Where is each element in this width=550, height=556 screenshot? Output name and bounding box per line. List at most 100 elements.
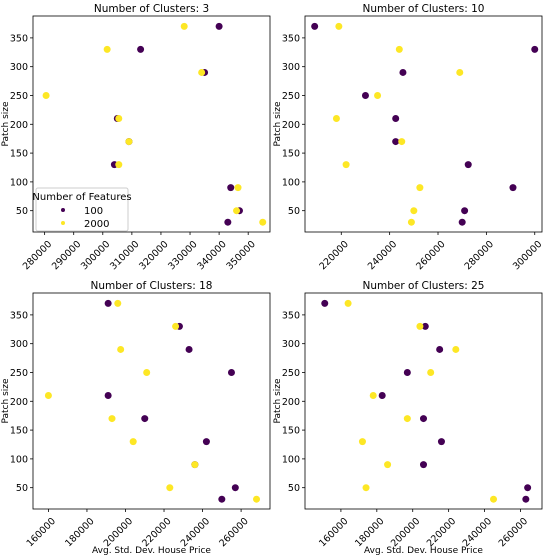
legend-label-2000: 2000: [84, 219, 109, 230]
point-features-100: [137, 45, 145, 53]
point-features-2000: [398, 138, 406, 146]
point-features-2000: [416, 322, 424, 330]
y-tick-label: 200: [10, 120, 28, 131]
y-tick-label: 50: [16, 483, 28, 494]
point-features-2000: [259, 218, 267, 226]
point-features-2000: [369, 392, 377, 400]
y-tick-label: 300: [282, 62, 300, 73]
chart-title: Number of Clusters: 25: [363, 280, 485, 292]
y-tick-label: 150: [10, 426, 28, 437]
point-features-100: [231, 484, 239, 492]
point-features-2000: [233, 207, 241, 215]
point-features-100: [202, 438, 210, 446]
point-features-2000: [374, 91, 382, 99]
point-features-100: [421, 322, 429, 330]
y-tick-label: 200: [282, 120, 300, 131]
point-features-2000: [114, 299, 122, 307]
point-features-2000: [129, 438, 137, 446]
point-features-100: [399, 68, 407, 76]
point-features-2000: [452, 345, 460, 353]
point-features-100: [218, 495, 226, 503]
point-features-2000: [108, 415, 116, 423]
point-features-100: [392, 138, 400, 146]
y-tick-label: 300: [10, 62, 28, 73]
chart-panel-2: Number of Clusters: 10 Patch size 50 100 150…: [273, 3, 544, 272]
chart-title: Number of Clusters: 3: [94, 3, 209, 15]
point-features-2000: [344, 299, 352, 307]
y-tick-label: 100: [10, 454, 28, 465]
point-features-2000: [403, 415, 411, 423]
y-axis-label: Patch size: [273, 101, 283, 146]
y-tick-label: 350: [282, 33, 300, 44]
y-tick-label: 250: [282, 91, 300, 102]
plot-frame: [32, 292, 271, 510]
y-tick-label: 150: [10, 149, 28, 160]
point-features-2000: [407, 218, 415, 226]
point-features-100: [420, 461, 427, 469]
point-features-100: [509, 184, 517, 192]
y-tick-label: 100: [10, 177, 28, 188]
point-features-2000: [115, 161, 123, 169]
point-features-100: [458, 218, 466, 226]
y-tick-label: 300: [282, 339, 300, 350]
y-tick-label: 100: [282, 454, 300, 465]
legend-marker-2000: [61, 221, 65, 225]
point-features-2000: [490, 495, 498, 503]
point-features-100: [420, 415, 427, 423]
point-features-2000: [456, 68, 464, 76]
point-features-2000: [362, 484, 370, 492]
x-axis-label: Avg. Std. Dev. House Price: [92, 546, 211, 556]
y-tick-label: 100: [282, 177, 300, 188]
point-features-100: [224, 218, 232, 226]
point-features-2000: [143, 368, 151, 376]
point-features-2000: [42, 91, 50, 99]
point-features-100: [378, 392, 386, 400]
point-features-100: [311, 22, 319, 30]
y-tick-label: 50: [288, 206, 300, 217]
y-tick-label: 250: [10, 91, 28, 102]
y-axis-label: Patch size: [1, 378, 11, 423]
point-features-100: [361, 91, 369, 99]
legend-box: [35, 187, 129, 232]
point-features-2000: [335, 22, 343, 30]
point-features-2000: [395, 45, 403, 53]
point-features-100: [392, 115, 400, 123]
point-features-2000: [117, 345, 125, 353]
y-tick-label: 50: [288, 483, 300, 494]
legend-marker-100: [61, 208, 65, 212]
point-features-100: [141, 415, 149, 423]
point-features-2000: [253, 495, 261, 503]
y-tick-label: 300: [10, 339, 28, 350]
point-features-100: [185, 345, 193, 353]
y-tick-label: 250: [282, 368, 300, 379]
point-features-2000: [125, 138, 133, 146]
chart-title: Number of Clusters: 10: [363, 3, 485, 15]
point-features-100: [104, 299, 112, 307]
y-axis-label: Patch size: [1, 101, 11, 146]
point-features-2000: [234, 184, 242, 192]
point-features-2000: [103, 45, 111, 53]
y-tick-label: 350: [10, 33, 28, 44]
point-features-100: [522, 495, 530, 503]
x-axis-label: Avg. Std. Dev. House Price: [364, 546, 483, 556]
point-features-2000: [172, 322, 180, 330]
chart-title: Number of Clusters: 18: [91, 280, 213, 292]
y-tick-label: 150: [282, 149, 300, 160]
plot-frame: [304, 15, 543, 233]
point-features-2000: [198, 68, 206, 76]
point-features-2000: [191, 461, 199, 469]
point-features-100: [437, 438, 445, 446]
point-features-2000: [416, 184, 424, 192]
point-features-2000: [410, 207, 418, 215]
point-features-100: [104, 392, 112, 400]
legend: Number of Features 100 2000: [32, 187, 132, 232]
y-tick-label: 200: [282, 397, 300, 408]
y-tick-label: 350: [10, 310, 28, 321]
point-features-100: [464, 161, 472, 169]
y-tick-label: 50: [16, 206, 28, 217]
y-tick-label: 200: [10, 397, 28, 408]
point-features-2000: [180, 22, 188, 30]
y-tick-label: 350: [282, 310, 300, 321]
point-features-100: [227, 368, 235, 376]
